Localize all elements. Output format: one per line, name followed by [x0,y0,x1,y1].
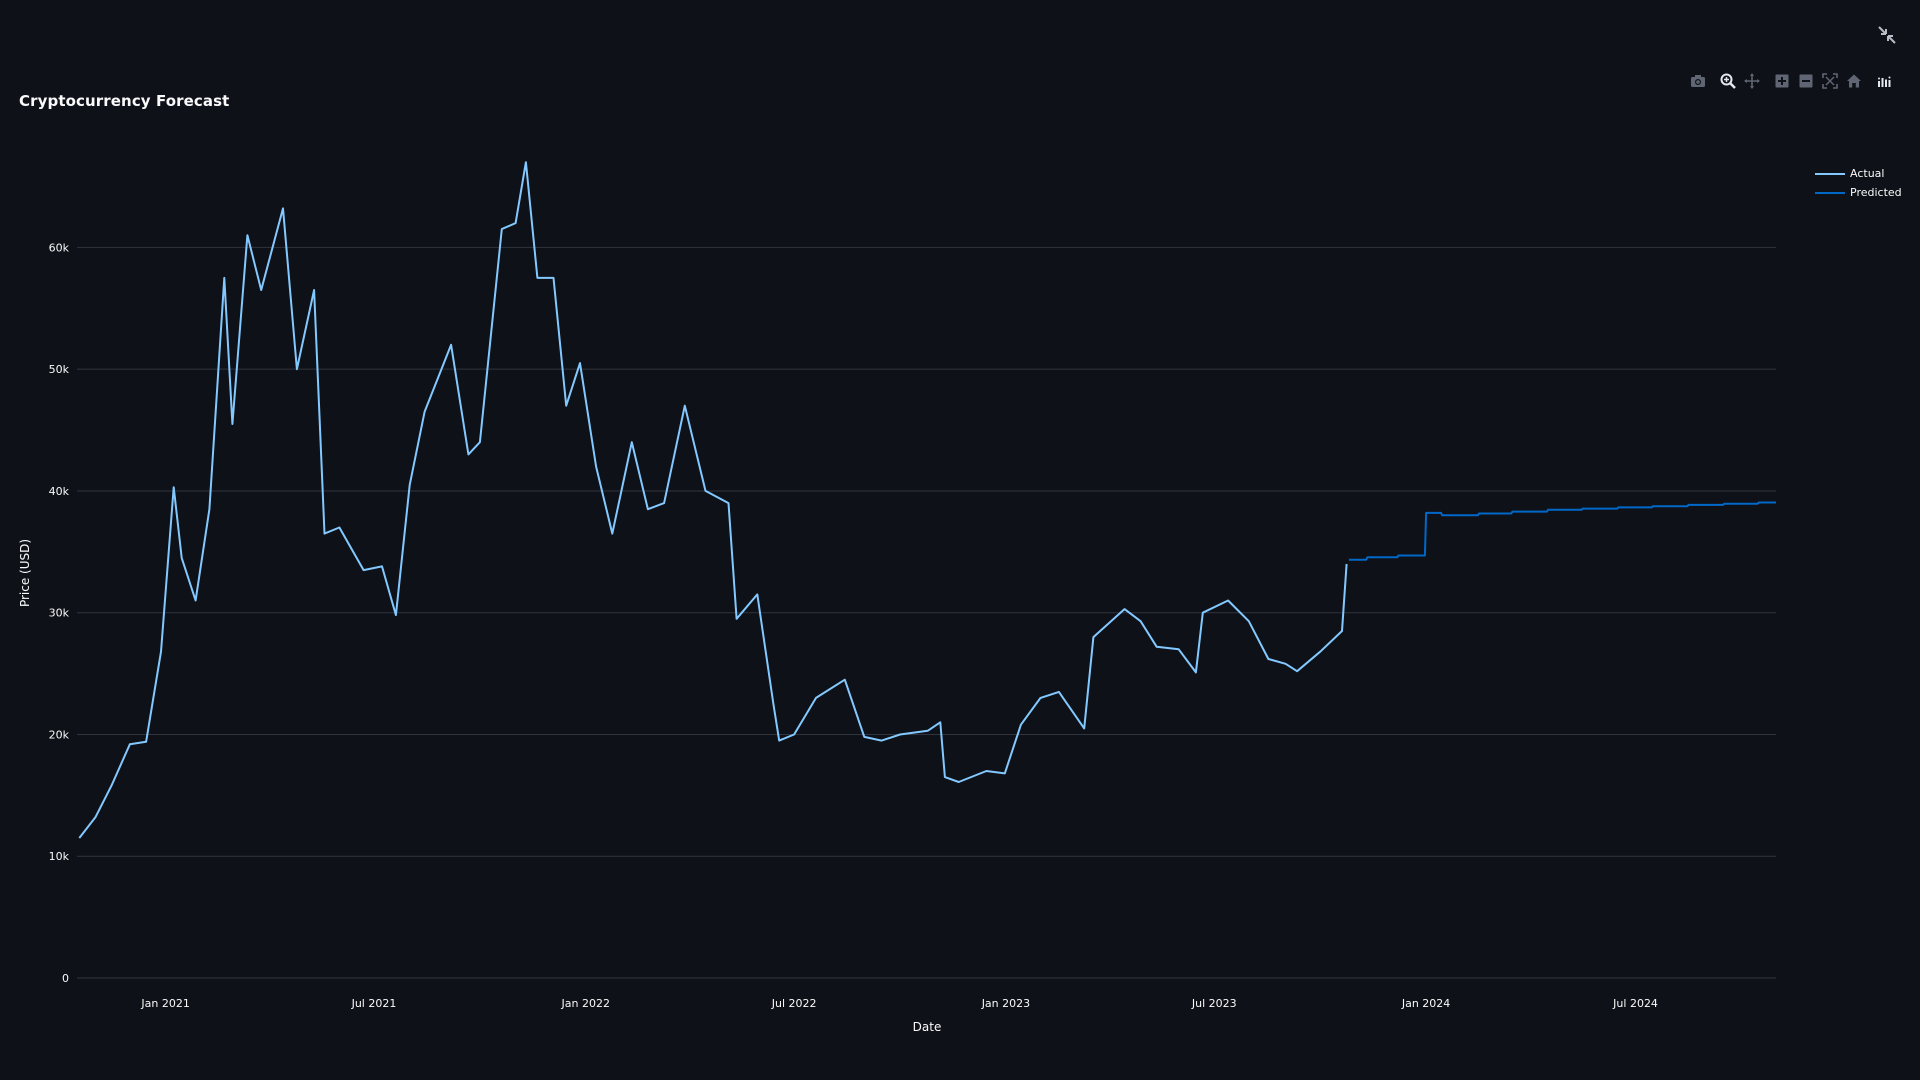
y-tick-label: 20k [49,728,70,741]
y-tick-label: 60k [49,241,70,254]
zoom-in-button[interactable] [1770,70,1794,92]
x-tick-label: Jul 2021 [351,997,397,1010]
pan-icon [1744,73,1760,89]
series-line-actual[interactable] [78,161,1348,839]
x-axis-title: Date [913,1020,942,1034]
collapse-arrows-icon [1878,26,1896,44]
zoom-out-icon [1799,74,1813,88]
legend-label-actual: Actual [1850,167,1885,180]
y-axis-title: Price (USD) [18,539,32,607]
legend-item-actual[interactable]: Actual [1815,164,1902,183]
download-png-button[interactable] [1686,70,1710,92]
zoom-icon [1720,73,1736,89]
reset-axes-button[interactable] [1842,70,1866,92]
legend-swatch-actual [1815,172,1845,175]
autoscale-button[interactable] [1818,70,1842,92]
series-line-predicted[interactable] [1348,501,1776,561]
legend: Actual Predicted [1815,164,1902,202]
camera-icon [1691,75,1705,87]
chart-toolbar [1686,70,1896,92]
x-tick-label: Jan 2023 [981,997,1030,1010]
x-tick-label: Jul 2023 [1191,997,1237,1010]
zoom-out-button[interactable] [1794,70,1818,92]
home-icon [1847,74,1861,88]
legend-label-predicted: Predicted [1850,186,1902,199]
zoom-in-icon [1775,74,1789,88]
x-tick-label: Jul 2022 [771,997,817,1010]
plotly-logo-icon [1878,76,1891,87]
y-tick-label: 40k [49,485,70,498]
legend-swatch-predicted [1815,191,1845,194]
pan-button[interactable] [1740,70,1764,92]
y-tick-label: 0 [62,972,69,985]
plotly-logo-button[interactable] [1872,70,1896,92]
y-tick-label: 30k [49,607,70,620]
y-tick-label: 10k [49,850,70,863]
autoscale-icon [1822,73,1838,89]
x-tick-label: Jan 2024 [1401,997,1450,1010]
x-tick-label: Jan 2021 [140,997,189,1010]
y-tick-label: 50k [49,363,70,376]
zoom-button[interactable] [1716,70,1740,92]
x-tick-label: Jul 2024 [1612,997,1658,1010]
legend-item-predicted[interactable]: Predicted [1815,183,1902,202]
chart-title: Cryptocurrency Forecast [19,92,230,110]
exit-fullscreen-button[interactable] [1876,24,1898,46]
x-tick-label: Jan 2022 [561,997,610,1010]
